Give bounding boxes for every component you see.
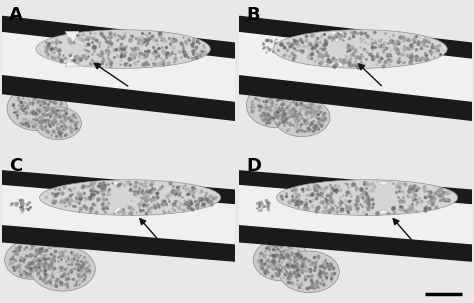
Polygon shape: [111, 206, 126, 214]
Ellipse shape: [39, 180, 221, 215]
Ellipse shape: [5, 241, 56, 279]
Ellipse shape: [253, 198, 272, 212]
Ellipse shape: [7, 86, 67, 131]
Ellipse shape: [276, 180, 458, 215]
Polygon shape: [239, 171, 472, 204]
Polygon shape: [376, 181, 390, 186]
Polygon shape: [2, 31, 235, 102]
Polygon shape: [239, 226, 472, 261]
Polygon shape: [239, 16, 472, 58]
Polygon shape: [330, 55, 344, 67]
Polygon shape: [239, 76, 472, 120]
Polygon shape: [111, 181, 126, 189]
Ellipse shape: [35, 107, 82, 140]
Polygon shape: [65, 31, 79, 46]
Polygon shape: [2, 171, 235, 204]
Polygon shape: [2, 226, 235, 261]
Polygon shape: [239, 184, 472, 245]
Ellipse shape: [279, 251, 339, 293]
Ellipse shape: [273, 30, 447, 68]
Polygon shape: [65, 52, 79, 67]
Ellipse shape: [9, 198, 33, 212]
Text: C: C: [9, 158, 23, 175]
Polygon shape: [2, 76, 235, 120]
Polygon shape: [376, 209, 390, 214]
Ellipse shape: [36, 30, 210, 68]
Ellipse shape: [30, 247, 95, 291]
Text: B: B: [246, 6, 260, 24]
Polygon shape: [239, 31, 472, 102]
Polygon shape: [2, 16, 235, 58]
Ellipse shape: [260, 37, 283, 55]
Text: A: A: [9, 6, 23, 24]
Polygon shape: [330, 31, 344, 43]
Ellipse shape: [274, 98, 330, 137]
Ellipse shape: [253, 239, 309, 281]
Ellipse shape: [246, 83, 307, 128]
Polygon shape: [2, 184, 235, 245]
Text: D: D: [246, 158, 261, 175]
